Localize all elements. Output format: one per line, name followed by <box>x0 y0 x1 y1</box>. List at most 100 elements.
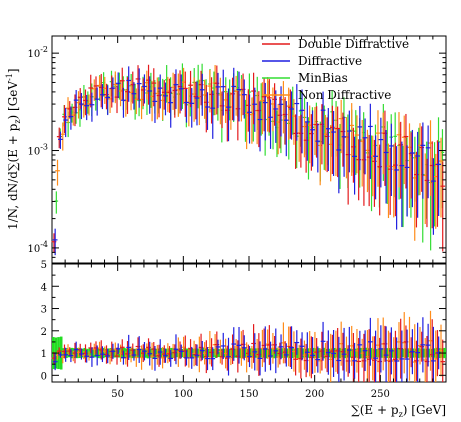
ratio-band-bin <box>317 348 320 358</box>
ratio-band-bin <box>283 348 286 358</box>
ratio-band-bin <box>254 348 257 358</box>
ratio-band-bin <box>380 348 383 358</box>
ratio-band-bin <box>411 348 415 358</box>
ratio-band-bin <box>298 347 302 359</box>
ratio-band-bin <box>162 347 165 359</box>
ratio-band-bin <box>154 348 158 358</box>
y-tick-label: 10-3 <box>27 143 48 158</box>
ratio-band-bin <box>214 348 218 358</box>
ratio-band-bin <box>128 348 131 358</box>
ratio-band-bin <box>367 348 370 358</box>
ratio-band-bin <box>343 347 347 359</box>
y-axis-title: 1/N, dN/d∑(E + pz) [GeV-1] <box>5 68 22 230</box>
ratio-band-bin <box>115 348 118 358</box>
ratio-ticks: 0 1 2 3 4 5 50 100 150 200 250 <box>41 260 446 400</box>
ratio-band-bin <box>125 348 129 358</box>
ratio-band-bin <box>104 348 108 358</box>
ratio-band-bin <box>170 347 173 359</box>
ratio-band-bin <box>107 348 110 358</box>
x-tick-label: 200 <box>305 389 324 400</box>
ratio-band-bin <box>146 347 150 359</box>
ratio-band-bin <box>233 348 236 358</box>
x-axis-title: ∑(E + pz) [GeV] <box>351 403 446 419</box>
ratio-plot-panel: 0 1 2 3 4 5 50 100 150 200 250 <box>41 260 447 400</box>
ratio-band-bin <box>291 348 294 358</box>
ratio-band-bin <box>275 348 278 358</box>
ratio-band-bin <box>180 348 184 358</box>
ratio-band-bin <box>235 348 239 358</box>
ratio-band-bin <box>390 348 394 358</box>
ratio-band-bin <box>285 348 289 358</box>
ratio-band-bin <box>178 348 181 358</box>
ratio-band-bin <box>151 348 155 359</box>
y-tick-label: 10-4 <box>27 240 48 255</box>
ratio-band-bin <box>65 348 68 358</box>
ratio-band-bin <box>259 348 263 358</box>
ratio-band-bin <box>220 348 223 358</box>
ratio-band-bin <box>351 349 355 358</box>
legend-label: Diffractive <box>298 54 362 68</box>
ratio-band-bin <box>364 347 368 359</box>
series-diffractive <box>52 66 442 256</box>
ratio-band-bin <box>398 348 402 358</box>
ratio-band-bin <box>67 348 71 358</box>
ratio-band-bin <box>293 348 297 358</box>
ratio-series-diffractive <box>52 317 442 382</box>
ratio-band-bin <box>369 347 373 359</box>
ratio-band-bin <box>322 347 326 359</box>
legend-label: Double Diffractive <box>298 37 409 51</box>
ratio-band-bin <box>419 348 423 358</box>
ratio-band-bin <box>430 348 433 358</box>
ratio-band-bin <box>262 348 265 358</box>
ratio-band-bin <box>133 348 137 358</box>
ratio-band-bin <box>149 348 152 358</box>
ratio-band-bin <box>382 348 386 358</box>
ratio-band-bin <box>138 348 142 358</box>
ratio-band-bin <box>62 348 66 358</box>
ratio-band-bin <box>188 348 192 358</box>
ratio-band-bin <box>217 349 221 358</box>
ratio-band-bin <box>185 348 189 358</box>
ratio-band-bin <box>70 347 74 359</box>
ratio-band-bin <box>109 348 113 359</box>
ratio-band-bin <box>88 348 92 358</box>
ratio-band-bin <box>296 347 299 359</box>
ratio-band-bin <box>312 347 315 359</box>
ratio-band-bin <box>340 348 344 358</box>
main-plot-marks <box>51 63 446 256</box>
ratio-band-bin <box>112 348 116 358</box>
ratio-band-bin <box>314 348 318 358</box>
ratio-band-bin <box>301 348 305 358</box>
ratio-band-bin <box>396 347 399 359</box>
ratio-y-tick-label: 5 <box>41 260 47 271</box>
ratio-band-bin <box>212 348 215 358</box>
ratio-band-bin <box>406 348 410 358</box>
ratio-band-bin <box>230 347 234 359</box>
ratio-band-bin <box>94 348 97 358</box>
ratio-band-bin <box>206 349 210 358</box>
ratio-band-bin <box>159 347 163 359</box>
ratio-band-bin <box>304 348 307 358</box>
ratio-y-tick-label: 1 <box>41 349 47 360</box>
ratio-band-bin <box>122 347 126 359</box>
x-tick-label: 50 <box>111 389 124 400</box>
ratio-band-bin <box>243 348 247 358</box>
ratio-band-bin <box>91 348 95 358</box>
ratio-band-bin <box>403 348 407 358</box>
ratio-band-bin <box>130 347 134 359</box>
x-tick-label: 250 <box>371 389 390 400</box>
x-tick-label: 100 <box>174 389 193 400</box>
ratio-band-bin <box>288 347 292 359</box>
ratio-band-bin <box>78 348 81 359</box>
main-y-ticks: 10-2 10-3 10-4 <box>27 36 446 264</box>
ratio-y-tick-label: 2 <box>41 327 47 338</box>
ratio-band-bin <box>136 348 139 358</box>
ratio-band-bin <box>335 348 339 358</box>
ratio-band-bin <box>101 347 105 359</box>
ratio-band-bin <box>183 348 186 358</box>
ratio-y-tick-label: 0 <box>41 371 47 382</box>
ratio-band-bin <box>80 348 84 358</box>
ratio-band-bin <box>422 348 425 358</box>
ratio-band-bin <box>272 347 276 359</box>
